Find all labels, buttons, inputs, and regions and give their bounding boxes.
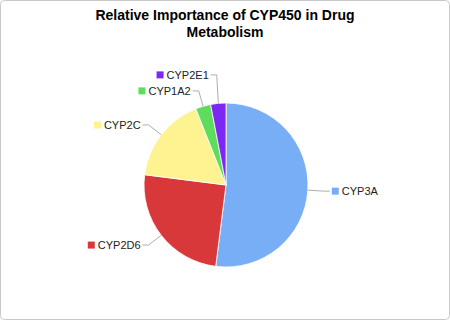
leader-line — [211, 75, 219, 103]
slice-label: CYP2C — [104, 119, 141, 131]
title-line: Metabolism — [186, 24, 263, 40]
pie-slice — [144, 175, 226, 267]
slice-label: CYP3A — [342, 185, 379, 197]
pie-slice — [211, 103, 226, 185]
chart-border — [1, 1, 450, 320]
label-swatch — [157, 71, 164, 78]
slice-label: CYP1A2 — [148, 85, 190, 97]
labels: CYP3A CYP2D6 CYP2C CYP1A2 CYP2E1 — [88, 69, 379, 251]
label-swatch — [138, 87, 145, 94]
label-swatch — [94, 121, 101, 128]
title-line: Relative Importance of CYP450 in Drug — [95, 7, 354, 23]
slice-label: CYP2E1 — [167, 69, 209, 81]
pie — [144, 103, 308, 267]
leader-line — [193, 91, 203, 106]
chart: Relative Importance of CYP450 in DrugMet… — [0, 0, 450, 320]
slice-label: CYP2D6 — [98, 239, 141, 251]
label-swatch — [88, 242, 95, 249]
leader-line — [143, 235, 162, 245]
title: Relative Importance of CYP450 in DrugMet… — [95, 7, 354, 40]
leader-line — [143, 125, 162, 135]
pie-slice — [216, 103, 308, 267]
leader-line — [308, 190, 330, 191]
label-swatch — [332, 188, 339, 195]
